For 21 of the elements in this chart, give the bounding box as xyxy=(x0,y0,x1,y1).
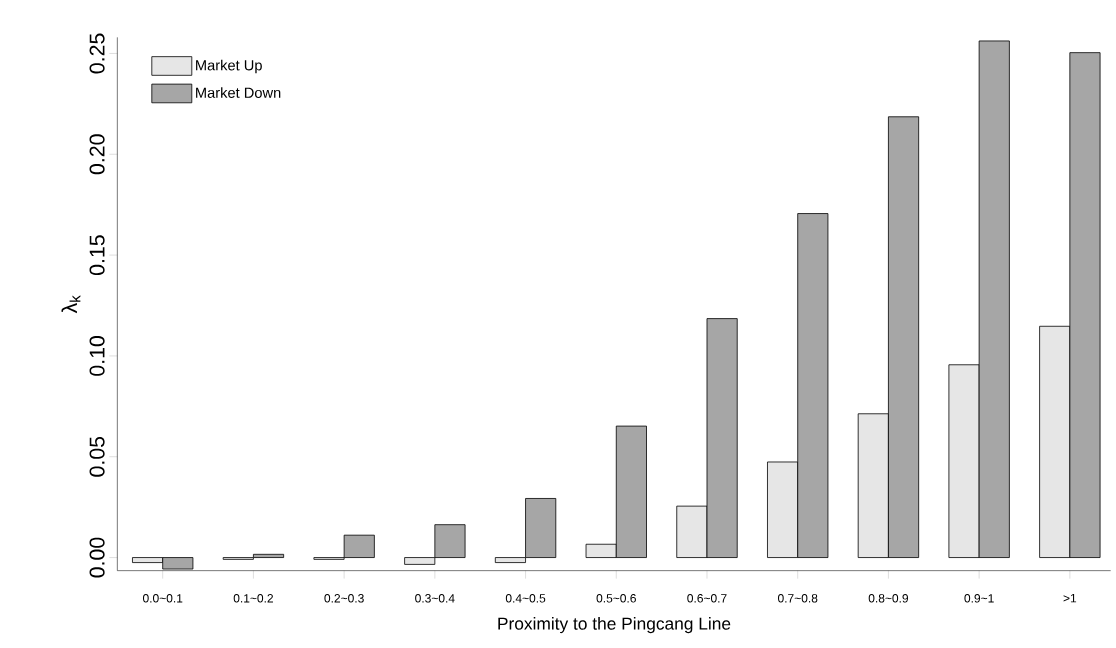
x-tick-label: 0.3~0.4 xyxy=(415,594,455,603)
x-axis-title: Proximity to the Pingcang Line xyxy=(498,617,731,634)
legend-label: Market Down xyxy=(196,87,281,98)
x-tick-label: 0.2~0.3 xyxy=(324,594,364,603)
x-tick-label: 0.1~0.2 xyxy=(233,594,273,603)
y-tick-label: 0.10 xyxy=(89,336,105,376)
y-tick-label: 0.25 xyxy=(89,33,105,74)
x-tick-label: 0.6~0.7 xyxy=(687,594,727,603)
x-tick-label: >1 xyxy=(1063,594,1077,603)
y-tick-label: 0.05 xyxy=(89,436,105,477)
x-tick-label: 0.0~0.1 xyxy=(142,594,183,603)
x-tick-label: 0.9~1 xyxy=(964,594,994,603)
x-tick-label: 0.5~0.6 xyxy=(596,594,636,603)
y-tick-label: 0.20 xyxy=(89,134,105,175)
y-axis-title: λ$_{k}$ xyxy=(61,295,81,314)
x-tick-label: 0.4~0.5 xyxy=(505,594,546,603)
y-tick-label: 0.15 xyxy=(89,235,105,276)
y-tick-label: 0.00 xyxy=(89,537,105,578)
x-tick-label: 0.7~0.8 xyxy=(777,594,818,603)
legend-label: Market Up xyxy=(196,59,262,74)
x-tick-label: 0.8~0.9 xyxy=(868,594,909,603)
